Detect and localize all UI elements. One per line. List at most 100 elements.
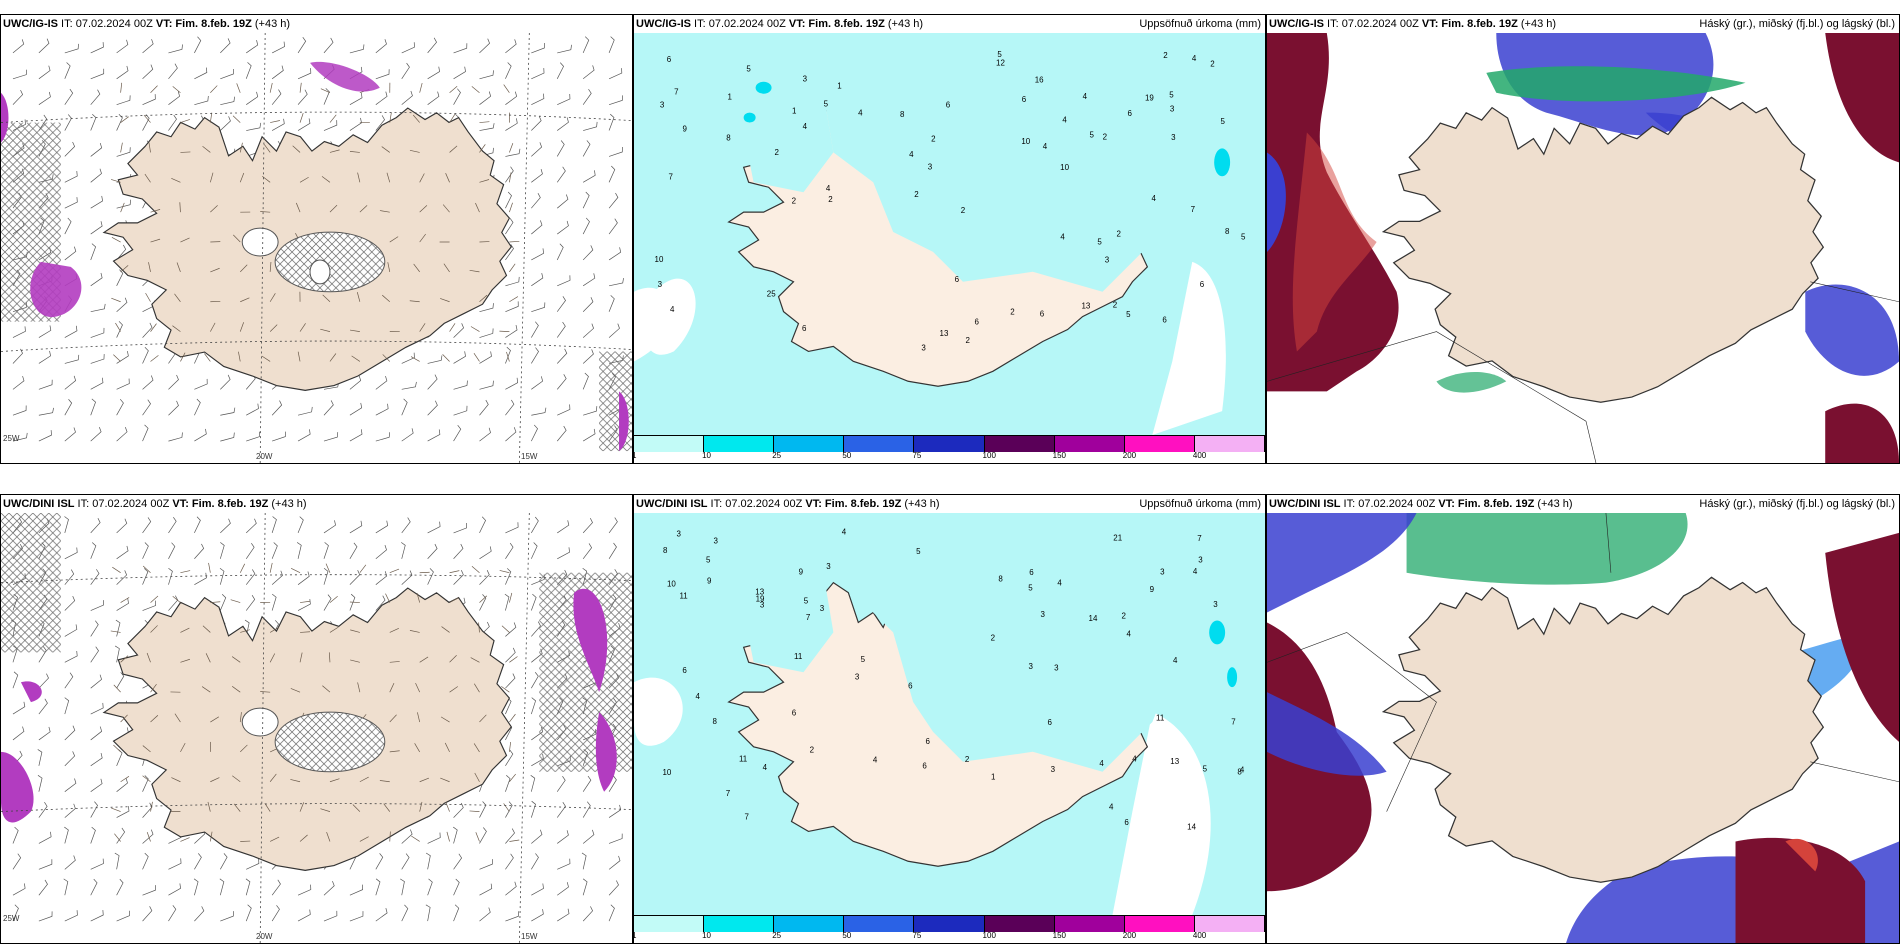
- wind-barb: [349, 429, 363, 442]
- wind-barb-land: [320, 808, 331, 812]
- station-value: 6: [802, 324, 807, 333]
- station-value: 8: [900, 110, 905, 119]
- wind-barb: [582, 801, 591, 818]
- panel-header: UWC/IG-IS IT: 07.02.2024 00Z VT: Fim. 8.…: [634, 15, 1265, 33]
- valid-time: VT: Fim. 8.feb. 19Z: [805, 498, 902, 510]
- wind-barb-land: [419, 82, 423, 93]
- wind-barb: [530, 775, 536, 792]
- station-value: 6: [1047, 718, 1052, 727]
- lead-time: (+43 h): [901, 498, 940, 510]
- wind-barb: [479, 91, 492, 105]
- wind-barb: [531, 909, 544, 922]
- station-value: 4: [1193, 567, 1198, 576]
- wind-barb: [245, 595, 256, 611]
- cloud-panel-top: UWC/IG-IS IT: 07.02.2024 00Z VT: Fim. 8.…: [1266, 14, 1900, 464]
- wind-barb: [38, 879, 48, 896]
- wind-barb: [505, 542, 514, 559]
- wind-barb: [90, 620, 99, 637]
- wind-barb-land: [359, 205, 368, 213]
- wind-barb: [608, 323, 620, 338]
- wind-barb: [401, 517, 411, 534]
- wind-barb: [531, 302, 546, 313]
- colorbar-swatch: [1194, 916, 1265, 932]
- station-value: 6: [1200, 280, 1205, 289]
- wind-barb: [220, 853, 228, 870]
- wind-barb-land: [290, 688, 301, 693]
- wind-barb: [194, 36, 202, 54]
- wind-barb-land: [180, 570, 191, 574]
- wind-barb: [375, 908, 388, 922]
- wind-barb: [582, 517, 593, 534]
- wind-barb: [427, 37, 437, 54]
- wind-barb-land: [210, 716, 220, 723]
- station-value: 7: [745, 812, 750, 821]
- wind-barb: [531, 93, 545, 105]
- wind-barb-land: [210, 85, 218, 93]
- wind-barb: [38, 673, 49, 689]
- wind-barb-land: [509, 263, 516, 273]
- wind-barb-land: [322, 685, 331, 693]
- wind-barb: [168, 400, 179, 416]
- wind-barb: [608, 218, 618, 235]
- wind-barb: [375, 115, 385, 131]
- wind-barb-land: [111, 807, 121, 812]
- station-value: 9: [683, 125, 688, 134]
- precip-colorbar: 1 10 25 50 75 100 150 200 400: [634, 915, 1265, 943]
- station-value: 2: [931, 134, 936, 143]
- wind-barb: [453, 351, 466, 364]
- wind-barb: [297, 571, 310, 585]
- wind-barb: [401, 42, 415, 54]
- wind-barb: [505, 399, 515, 416]
- wind-barb: [297, 599, 311, 611]
- wind-barb: [349, 44, 365, 54]
- field-label: Háský (gr.), miðský (fj.bl.) og lágský (…: [1699, 498, 1895, 510]
- wind-barb: [323, 910, 338, 922]
- wind-barb: [64, 375, 77, 390]
- wind-barb-land: [475, 832, 480, 842]
- wind-barb: [531, 376, 544, 390]
- wind-barb-land: [499, 570, 510, 574]
- wind-barb: [556, 801, 566, 818]
- wind-barb: [12, 39, 25, 54]
- wind-barb: [64, 596, 76, 611]
- wind-barb-land: [509, 240, 520, 243]
- wind-barb: [116, 147, 131, 157]
- station-value: 4: [873, 755, 878, 764]
- wind-barb: [90, 702, 104, 715]
- wind-barb-land: [297, 351, 301, 362]
- wind-barb: [531, 347, 539, 364]
- wind-barb-land: [479, 121, 490, 123]
- wind-barb: [608, 855, 621, 870]
- wind-barb-land: [329, 114, 337, 123]
- wind-barb-land: [145, 292, 151, 302]
- panel-header: UWC/DINI ISL IT: 07.02.2024 00Z VT: Fim.…: [634, 495, 1265, 513]
- station-value: 3: [1213, 600, 1218, 609]
- model-name: UWC/IG-IS: [636, 18, 691, 30]
- wind-barb: [453, 826, 458, 844]
- wind-barb: [531, 68, 545, 80]
- wind-barb-land: [503, 84, 510, 93]
- wind-barb-land: [180, 119, 190, 123]
- wind-barb: [168, 542, 176, 559]
- wind-barb: [401, 62, 410, 79]
- wind-barb: [116, 878, 124, 896]
- station-value: 3: [1160, 568, 1165, 577]
- wind-barb: [64, 826, 69, 844]
- wind-barb-land: [111, 236, 121, 243]
- wind-barb: [479, 123, 495, 131]
- wind-barb: [116, 598, 129, 611]
- wind-barb: [401, 829, 413, 844]
- wind-barb-land: [356, 292, 361, 302]
- station-value: 7: [1197, 534, 1202, 543]
- wind-barb-land: [290, 567, 301, 574]
- wind-barb: [349, 911, 364, 922]
- wind-barb: [505, 828, 515, 844]
- wind-barb: [323, 120, 338, 131]
- wind-barb-land: [412, 114, 420, 123]
- wind-barb-land: [299, 834, 308, 842]
- colorbar-swatch: [1054, 436, 1125, 452]
- wind-barb: [401, 381, 417, 390]
- colorbar-swatch: [774, 916, 845, 932]
- wind-barb: [453, 323, 465, 338]
- wind-barb-land: [329, 595, 338, 603]
